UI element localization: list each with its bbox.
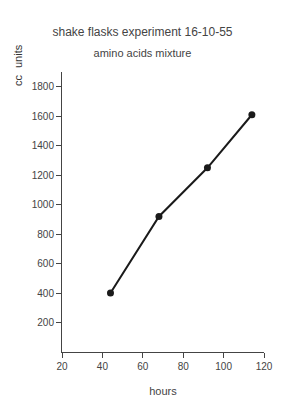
svg-text:80: 80 (178, 361, 190, 372)
svg-text:units: units (12, 44, 24, 68)
svg-text:1600: 1600 (32, 111, 55, 122)
svg-text:200: 200 (37, 317, 54, 328)
svg-text:cc: cc (12, 75, 24, 87)
svg-text:600: 600 (37, 258, 54, 269)
svg-text:20: 20 (56, 361, 68, 372)
svg-text:60: 60 (137, 361, 149, 372)
svg-text:hours: hours (149, 385, 177, 397)
svg-text:800: 800 (37, 229, 54, 240)
svg-text:1200: 1200 (32, 170, 55, 181)
svg-text:40: 40 (97, 361, 109, 372)
svg-text:1000: 1000 (32, 199, 55, 210)
svg-text:1400: 1400 (32, 140, 55, 151)
svg-text:1800: 1800 (32, 81, 55, 92)
svg-text:amino acids mixture: amino acids mixture (94, 47, 192, 59)
svg-text:shake flasks experiment 16-10-: shake flasks experiment 16-10-55 (52, 25, 232, 39)
svg-text:400: 400 (37, 288, 54, 299)
svg-text:120: 120 (256, 361, 273, 372)
svg-text:100: 100 (215, 361, 232, 372)
